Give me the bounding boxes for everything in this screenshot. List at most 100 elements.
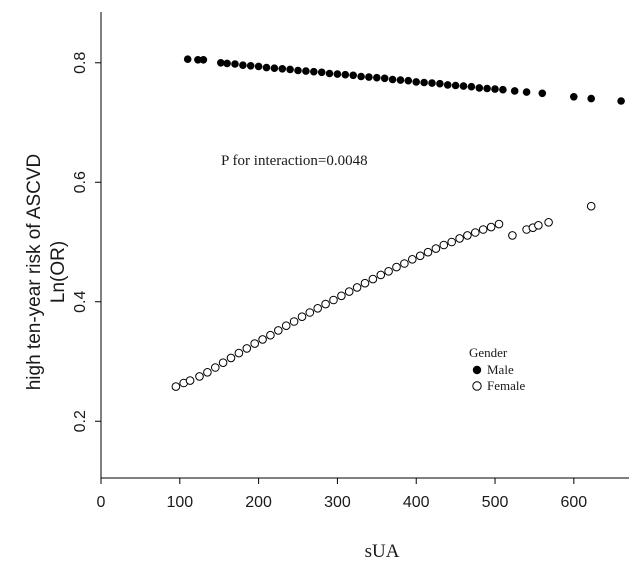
x-tick-label: 600 — [560, 494, 587, 511]
male-point — [278, 65, 287, 73]
male-point — [499, 85, 507, 94]
female-point — [544, 218, 553, 227]
female-point — [400, 259, 409, 268]
y-tick-label: 0.6 — [72, 171, 89, 193]
female-point — [486, 222, 496, 232]
male-point — [357, 72, 365, 81]
y-axis-label-line-1: high ten-year risk of ASCVD — [24, 154, 45, 391]
x-tick-label: 400 — [403, 494, 430, 511]
female-point — [439, 240, 449, 250]
male-point — [286, 65, 294, 74]
female-point — [447, 237, 457, 247]
legend-marker-male — [472, 365, 482, 375]
y-tick-label: 0.2 — [72, 410, 89, 432]
male-point — [217, 59, 225, 67]
axes — [100, 12, 629, 479]
female-point — [171, 382, 181, 391]
legend-marker-female — [472, 381, 482, 391]
male-point — [341, 70, 350, 79]
female-point — [494, 219, 504, 229]
female-point — [211, 363, 220, 372]
legend-label-male: Male — [487, 362, 514, 377]
female-point — [368, 274, 378, 284]
male-point — [404, 76, 413, 85]
female-point — [376, 270, 386, 280]
male-point — [270, 64, 279, 72]
female-point — [305, 308, 315, 317]
female-point — [289, 317, 299, 326]
male-point — [380, 74, 389, 83]
male-point — [310, 67, 318, 76]
male-point — [451, 81, 460, 90]
female-point — [226, 353, 236, 363]
x-tick-label: 500 — [482, 494, 509, 511]
x-tick-label: 100 — [166, 494, 193, 511]
female-point — [455, 234, 464, 243]
female-point — [586, 201, 596, 211]
male-point — [246, 62, 255, 70]
data-points — [171, 55, 625, 391]
female-point — [463, 231, 472, 240]
male-point — [396, 76, 405, 84]
female-point — [258, 335, 267, 344]
female-point — [195, 372, 204, 381]
x-axis-label: sUA — [365, 541, 400, 562]
y-tick-label: 0.4 — [72, 291, 89, 313]
male-point — [570, 93, 578, 101]
y-axis-label-line-2: Ln(OR) — [48, 241, 69, 303]
female-point — [297, 312, 307, 322]
male-point — [428, 79, 436, 87]
female-point — [250, 339, 259, 348]
male-point — [333, 70, 342, 78]
female-point — [274, 326, 283, 335]
male-point — [459, 82, 468, 90]
x-tick-label: 0 — [97, 494, 106, 511]
legend-label-female: Female — [487, 378, 525, 393]
female-point — [408, 254, 417, 264]
male-point — [436, 79, 444, 88]
interaction-annotation: P for interaction=0.0048 — [221, 153, 368, 169]
female-point — [534, 221, 543, 230]
male-point — [317, 68, 326, 77]
male-point — [199, 56, 208, 64]
female-point — [218, 358, 228, 368]
male-point — [239, 61, 247, 69]
male-point — [194, 56, 202, 64]
female-point — [266, 330, 275, 340]
male-point — [349, 71, 358, 80]
female-point — [337, 291, 346, 301]
female-point — [344, 287, 354, 296]
male-point — [538, 89, 547, 98]
legend: Gender Male Female — [469, 345, 525, 393]
male-point — [510, 87, 519, 95]
x-tick-label: 300 — [324, 494, 351, 511]
female-point — [185, 376, 195, 385]
female-point — [281, 321, 291, 331]
female-point — [203, 368, 212, 377]
male-point — [294, 66, 302, 75]
female-point — [384, 267, 393, 276]
male-point — [388, 75, 397, 84]
y-tick-label: 0.8 — [72, 52, 89, 74]
male-point — [231, 60, 239, 68]
male-point — [254, 62, 263, 71]
female-point — [471, 228, 480, 237]
male-point — [325, 69, 334, 78]
female-point — [508, 231, 517, 240]
tick-labels: 0.2 0.4 0.6 0.8 0 100 200 300 400 500 600 — [72, 52, 587, 511]
female-point — [352, 283, 362, 292]
male-point — [262, 63, 271, 72]
x-tick-label: 200 — [245, 494, 272, 511]
male-point — [443, 81, 452, 89]
female-point — [313, 304, 323, 313]
male-point — [522, 88, 531, 96]
male-point — [302, 67, 310, 75]
female-point — [329, 295, 338, 305]
female-point — [415, 251, 425, 261]
male-point — [483, 84, 491, 93]
male-point — [223, 59, 231, 68]
female-point — [478, 225, 488, 234]
male-point — [617, 97, 625, 105]
female-point — [234, 348, 244, 358]
